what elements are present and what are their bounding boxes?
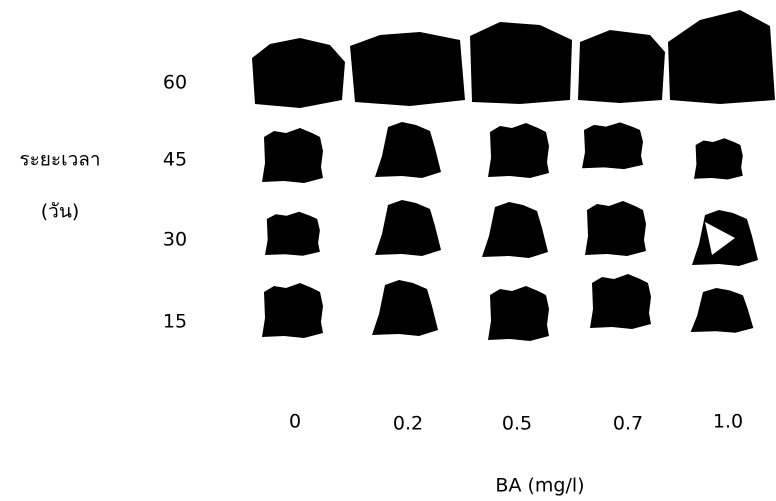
sample — [694, 138, 743, 180]
highlight — [705, 222, 735, 255]
column-label: 1.0 — [713, 411, 743, 433]
samples-60 — [252, 10, 775, 108]
sample — [262, 128, 323, 183]
sample — [488, 123, 549, 178]
samples — [262, 122, 758, 341]
sample — [375, 200, 441, 256]
sample — [262, 283, 323, 338]
sample — [590, 274, 651, 329]
column-label: 0.7 — [613, 413, 643, 435]
sample — [375, 122, 441, 178]
sample — [690, 288, 754, 333]
sample — [668, 10, 775, 104]
sample — [372, 280, 438, 336]
sample — [482, 202, 548, 258]
row-label: 15 — [163, 311, 187, 333]
sample — [578, 30, 665, 103]
row-label: 30 — [163, 229, 187, 251]
sample — [582, 122, 643, 170]
row-label: 45 — [163, 149, 187, 171]
y-label: ระยะเวลา — [19, 149, 100, 171]
sample — [265, 211, 320, 256]
sample — [585, 201, 646, 256]
column-label: 0 — [289, 411, 301, 433]
sample — [350, 32, 465, 106]
row-label: 60 — [163, 72, 187, 94]
sample — [488, 286, 549, 341]
sample — [470, 22, 572, 104]
x-label: BA (mg/l) — [495, 475, 584, 497]
column-label: 0.2 — [393, 413, 423, 435]
column-label: 0.5 — [502, 413, 532, 435]
y-label: (วัน) — [41, 201, 79, 223]
sample — [252, 38, 345, 108]
